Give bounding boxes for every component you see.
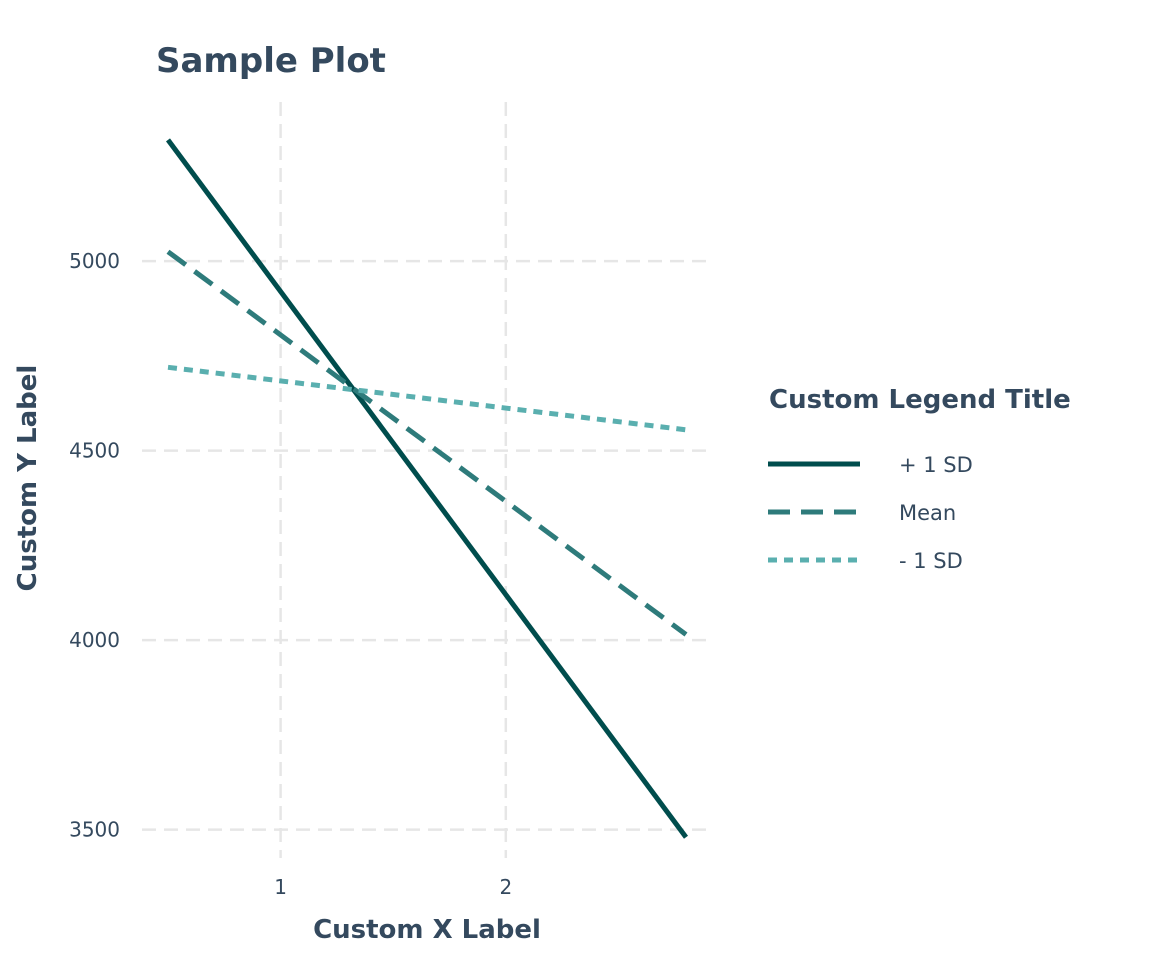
series-line — [166, 249, 688, 637]
legend-title: Custom Legend Title — [769, 385, 1071, 415]
grid — [142, 102, 706, 858]
legend-items: + 1 SD Mean - 1 SD — [768, 453, 973, 573]
y-axis-title: Custom Y Label — [13, 365, 43, 592]
series-line — [165, 138, 689, 839]
y-tick-label: 3500 — [69, 818, 120, 842]
chart-title: Sample Plot — [156, 41, 386, 81]
legend-label: + 1 SD — [899, 453, 973, 477]
y-tick-label: 4500 — [69, 439, 120, 463]
tick-labels: 3500 4000 4500 5000 1 2 — [69, 249, 512, 899]
x-tick-label: 1 — [274, 875, 287, 899]
x-tick-label: 2 — [499, 875, 512, 899]
legend-label: Mean — [899, 501, 956, 525]
y-tick-label: 4000 — [69, 628, 120, 652]
legend: Custom Legend Title + 1 SD Mean - 1 SD — [768, 385, 1071, 573]
series-line — [167, 364, 687, 433]
x-axis-title: Custom X Label — [313, 915, 541, 945]
y-tick-label: 5000 — [69, 249, 120, 273]
series-lines — [165, 138, 689, 839]
legend-label: - 1 SD — [899, 549, 963, 573]
